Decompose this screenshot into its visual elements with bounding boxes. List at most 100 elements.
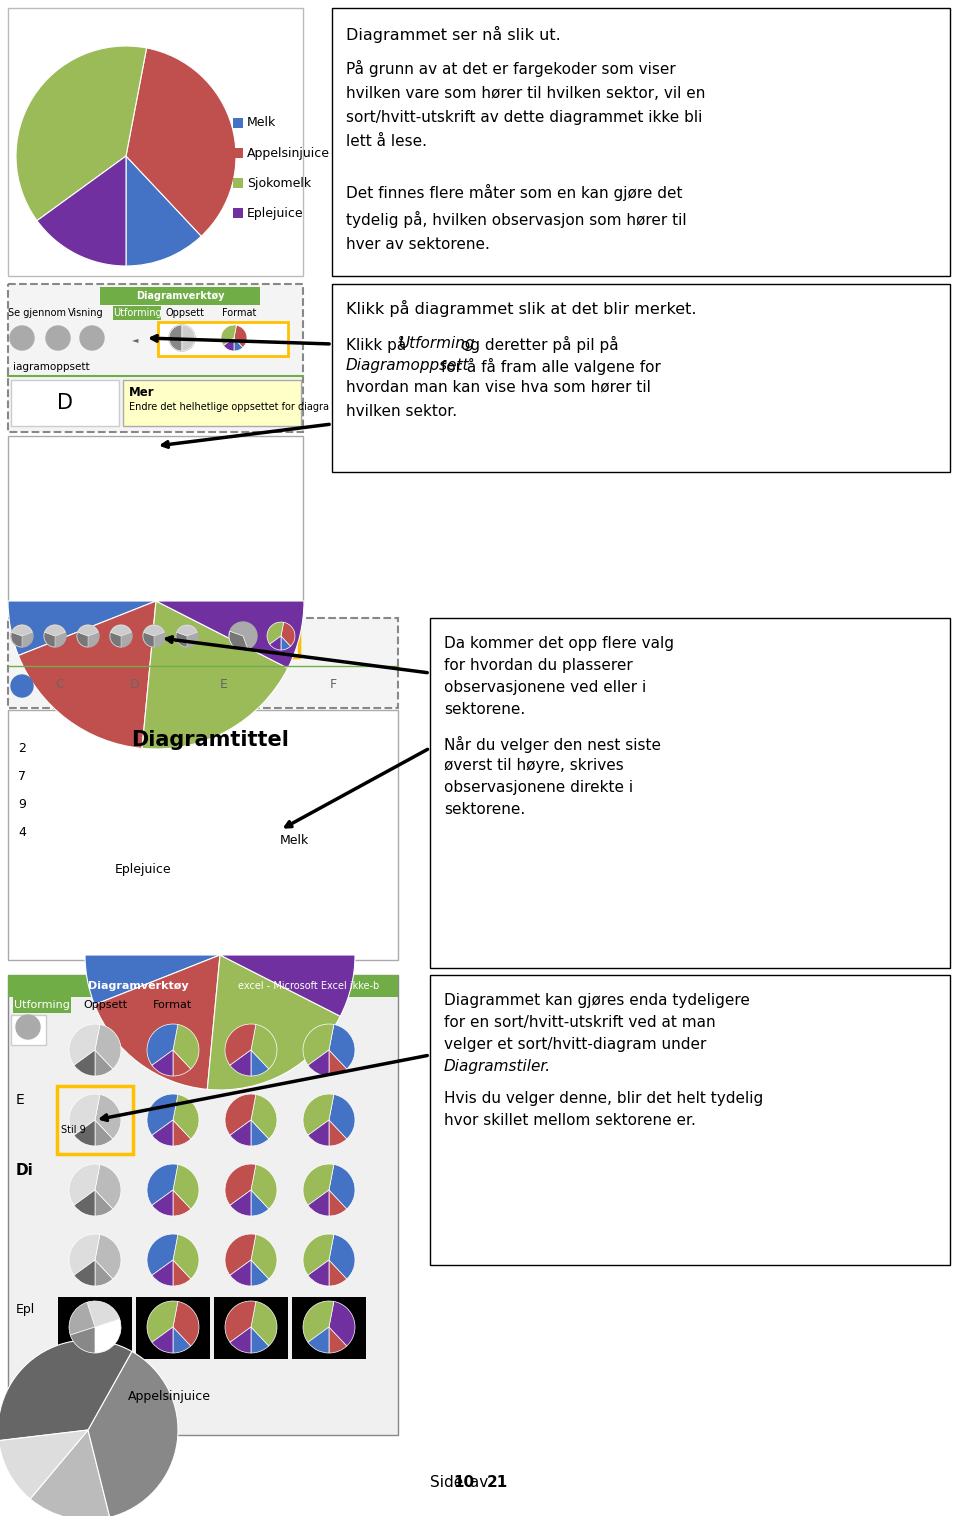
Wedge shape [234,326,247,347]
Text: Utforming: Utforming [398,337,474,352]
FancyBboxPatch shape [8,437,303,606]
Wedge shape [0,1340,132,1440]
Wedge shape [16,45,147,221]
Text: Melk: Melk [247,117,276,129]
Wedge shape [329,1120,347,1146]
Wedge shape [225,1095,256,1135]
Wedge shape [173,1260,191,1286]
Text: Stil 9: Stil 9 [61,1125,85,1135]
FancyBboxPatch shape [332,283,950,471]
Text: 7: 7 [18,770,26,782]
Wedge shape [251,1190,269,1216]
Wedge shape [147,1234,178,1275]
Text: Diagramtittel: Diagramtittel [132,731,289,750]
Wedge shape [152,1326,173,1352]
Wedge shape [308,1120,329,1146]
Circle shape [110,625,132,647]
Wedge shape [270,637,281,650]
Text: observasjonene ved eller i: observasjonene ved eller i [444,681,646,694]
Text: hvor skillet mellom sektorene er.: hvor skillet mellom sektorene er. [444,1113,696,1128]
Wedge shape [251,1301,277,1346]
FancyBboxPatch shape [8,283,303,432]
FancyBboxPatch shape [100,287,260,305]
Wedge shape [44,632,55,647]
Wedge shape [95,1025,121,1069]
Wedge shape [329,1234,355,1280]
Wedge shape [251,1095,277,1139]
FancyBboxPatch shape [233,208,243,218]
Wedge shape [230,1190,251,1216]
Text: E: E [220,678,228,691]
FancyBboxPatch shape [233,177,243,188]
FancyBboxPatch shape [8,619,398,708]
Wedge shape [95,1234,121,1280]
Wedge shape [251,1051,269,1076]
Wedge shape [225,1301,256,1342]
Wedge shape [225,1164,256,1205]
Wedge shape [95,1164,121,1208]
Wedge shape [207,955,340,1090]
Text: 21: 21 [487,1475,508,1490]
Wedge shape [110,625,132,637]
Text: Appelsinjuice: Appelsinjuice [128,1390,211,1402]
Text: av: av [465,1475,493,1490]
Text: Visning: Visning [68,308,104,318]
Wedge shape [69,1164,100,1205]
Text: Melk: Melk [280,834,309,846]
Text: ◄: ◄ [132,335,138,344]
Text: Format: Format [153,1001,192,1010]
Wedge shape [152,1190,173,1216]
Wedge shape [329,1301,355,1346]
Wedge shape [303,1023,334,1066]
Wedge shape [142,600,288,749]
Circle shape [169,324,195,352]
Text: og deretter på pil på: og deretter på pil på [456,337,618,353]
Wedge shape [152,1260,173,1286]
Text: Diagramverktøy: Diagramverktøy [135,291,225,302]
Wedge shape [329,1095,355,1139]
Wedge shape [147,1023,178,1066]
FancyBboxPatch shape [263,622,299,656]
Wedge shape [37,156,126,265]
Wedge shape [95,1190,112,1216]
Circle shape [11,625,33,647]
Text: Klikk på diagrammet slik at det blir merket.: Klikk på diagrammet slik at det blir mer… [346,300,697,317]
Wedge shape [303,1234,334,1275]
Wedge shape [251,1164,277,1208]
Text: hvordan man kan vise hva som hører til
hvilken sektor.: hvordan man kan vise hva som hører til h… [346,381,651,418]
Wedge shape [230,1120,251,1146]
Wedge shape [303,1301,334,1342]
Wedge shape [220,955,355,1016]
Wedge shape [281,622,295,646]
Text: Når du velger den nest siste: Når du velger den nest siste [444,735,661,753]
Wedge shape [144,625,164,637]
Text: På grunn av at det er fargekoder som viser
hvilken vare som hører til hvilken se: På grunn av at det er fargekoder som vis… [346,61,706,252]
Circle shape [16,1016,40,1038]
Wedge shape [329,1025,355,1069]
Wedge shape [126,156,202,265]
Wedge shape [251,1326,269,1352]
Wedge shape [152,1051,173,1076]
Text: 10: 10 [453,1475,474,1490]
Wedge shape [95,1120,112,1146]
Wedge shape [30,1430,109,1516]
Wedge shape [234,338,243,352]
Wedge shape [74,1190,95,1216]
Wedge shape [329,1260,347,1286]
FancyBboxPatch shape [8,8,303,276]
Wedge shape [77,632,88,647]
Wedge shape [156,600,304,669]
Wedge shape [78,625,98,637]
Wedge shape [11,632,22,647]
FancyBboxPatch shape [8,975,398,1436]
Wedge shape [267,622,283,644]
Wedge shape [69,1302,95,1336]
Wedge shape [308,1190,329,1216]
Wedge shape [69,1234,100,1275]
Wedge shape [147,1095,178,1135]
Text: Sjokomelk: Sjokomelk [247,176,311,190]
Circle shape [10,326,34,350]
Text: 9: 9 [18,797,26,811]
Text: excel - Microsoft Excel ikke-b: excel - Microsoft Excel ikke-b [238,981,379,991]
Wedge shape [225,1234,256,1275]
